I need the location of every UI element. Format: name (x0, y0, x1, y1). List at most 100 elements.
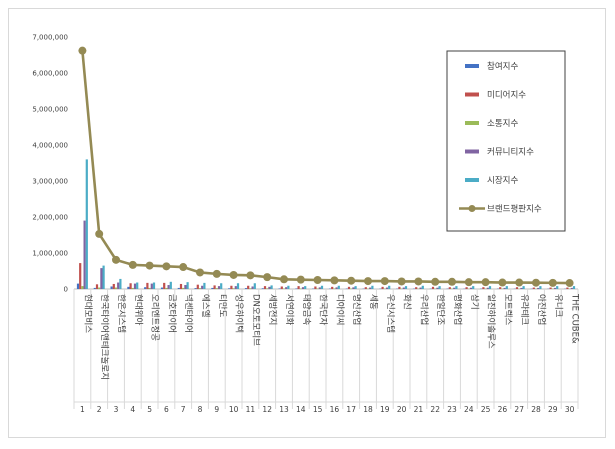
line-point (364, 277, 372, 286)
legend-swatch (465, 149, 479, 154)
index-label: 13 (279, 405, 289, 414)
bar (371, 285, 374, 289)
index-label: 29 (548, 405, 558, 414)
category-label: 한국타이어앤테크놀로지 (99, 294, 110, 380)
line-point (128, 260, 137, 269)
legend-label: 시장지수 (487, 175, 518, 186)
bar (251, 286, 254, 289)
line-point (212, 269, 221, 278)
bar (388, 285, 391, 289)
bar (230, 285, 233, 289)
category-label: 한일단조 (435, 294, 446, 325)
bar (549, 287, 552, 289)
bar (220, 283, 223, 289)
bar (169, 281, 172, 289)
bar (350, 288, 353, 289)
bar (244, 288, 248, 289)
bar (369, 287, 372, 289)
index-label: 7 (181, 405, 186, 414)
line-point (179, 263, 188, 272)
category-label: 유니크 (553, 294, 564, 318)
bar (133, 283, 137, 289)
line-point (565, 279, 574, 288)
category-label: 삼기 (469, 294, 480, 310)
bar (438, 286, 441, 289)
line-point (380, 277, 389, 286)
category-label: 세동 (368, 294, 378, 310)
bar (129, 283, 132, 289)
bar (127, 286, 130, 289)
bar (112, 283, 115, 289)
bar (263, 286, 267, 289)
bar (117, 282, 120, 289)
bar (404, 286, 408, 289)
bar (217, 286, 221, 289)
line-point (145, 261, 154, 270)
line-point (112, 255, 120, 264)
category-label: 한국단자 (318, 294, 329, 325)
bar (318, 287, 321, 289)
bar (398, 286, 401, 289)
bar (304, 286, 307, 289)
category-label: 오리엔트정공 (150, 294, 161, 341)
bar (421, 285, 424, 289)
index-label: 6 (164, 405, 169, 414)
line-point (78, 46, 87, 55)
index-label: 4 (130, 405, 135, 414)
line-point (448, 277, 456, 286)
index-label: 21 (414, 405, 424, 414)
legend-swatch (465, 121, 479, 125)
bar (266, 288, 269, 289)
index-label: 25 (481, 405, 491, 414)
bar (299, 288, 302, 289)
bar (566, 287, 569, 289)
category-label: 아진산업 (536, 294, 547, 325)
bar (469, 287, 473, 289)
bar (455, 286, 458, 289)
bar (79, 263, 82, 289)
bar (553, 287, 557, 289)
line-point (397, 277, 406, 286)
index-label: 3 (114, 405, 119, 414)
bar (179, 283, 183, 289)
category-label: 티만도 (217, 294, 227, 318)
bar (280, 286, 283, 289)
bar (203, 282, 206, 289)
category-label: 서연이화 (284, 294, 295, 325)
bar (295, 288, 298, 289)
category-label: 모트렉스 (502, 294, 513, 325)
line-point (481, 278, 490, 287)
bar (335, 287, 338, 289)
bar (287, 285, 290, 289)
index-label: 23 (447, 405, 457, 414)
bar (119, 278, 122, 289)
bar (253, 283, 256, 289)
bar (144, 287, 147, 289)
line-point (532, 278, 540, 287)
bar (278, 288, 281, 289)
legend-swatch (465, 92, 479, 97)
bar (167, 285, 170, 289)
index-label: 5 (147, 405, 152, 414)
bar (184, 285, 187, 289)
line-point (515, 278, 524, 287)
line-point (347, 276, 356, 285)
bar (98, 287, 101, 289)
bar (247, 285, 250, 289)
bar (316, 288, 319, 289)
bar (285, 287, 288, 289)
bar (347, 286, 351, 289)
line-point (162, 262, 171, 271)
y-tick-label: 1,000,000 (32, 250, 68, 258)
legend-swatch (465, 64, 479, 68)
line-point (313, 276, 322, 284)
bar (249, 288, 252, 289)
y-tick-label: 0 (64, 286, 68, 294)
category-label: 우신시스템 (385, 294, 396, 333)
category-label: DN오토모티브 (250, 294, 260, 346)
bar (385, 287, 389, 289)
legend-label: 브랜드평판지수 (487, 204, 542, 215)
bar (465, 287, 468, 289)
bar (268, 286, 271, 289)
